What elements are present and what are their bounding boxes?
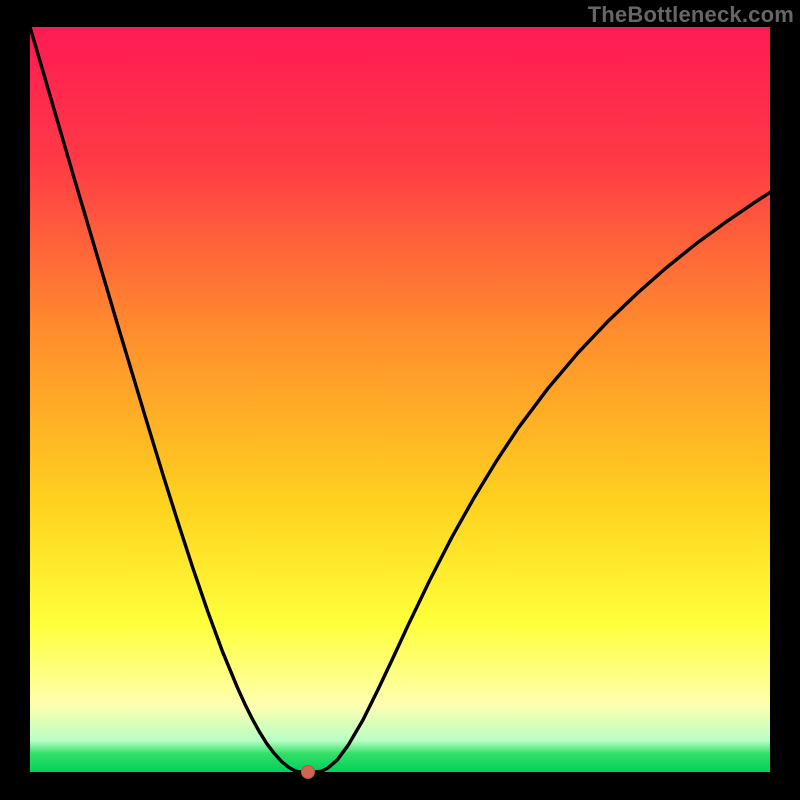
chart-container: TheBottleneck.com: [0, 0, 800, 800]
watermark-text: TheBottleneck.com: [588, 2, 794, 28]
curve-svg: [0, 0, 800, 800]
bottleneck-curve: [30, 27, 770, 772]
